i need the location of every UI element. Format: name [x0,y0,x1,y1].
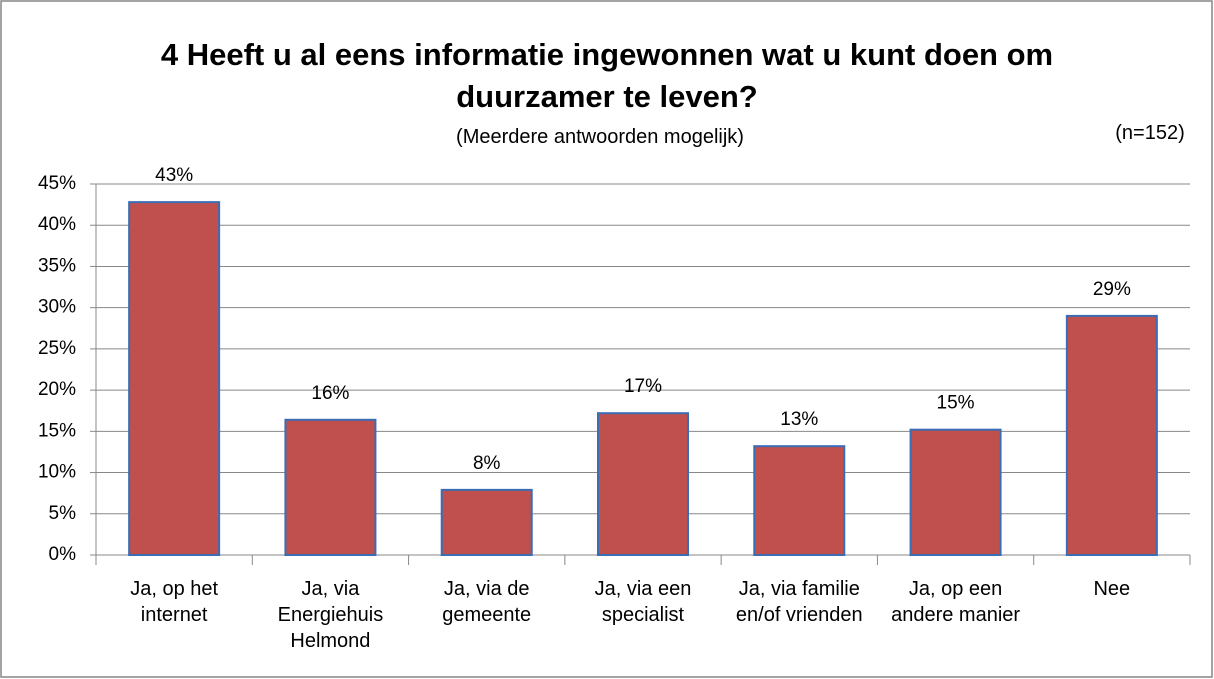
x-tick-label: Ja, via familie en/of vrienden [735,578,863,626]
bar [440,488,533,557]
bar [128,201,221,556]
y-tick-label: 30% [38,297,76,318]
x-tick-label: Ja, via een specialist [594,578,692,626]
x-tick-label: Ja, via de gemeente [442,578,532,626]
data-label: 17% [624,376,662,397]
x-tick-label: Ja, via Energiehuis Helmond [277,578,384,652]
y-tick-label: 25% [38,338,76,359]
data-label: 15% [937,393,975,414]
y-tick-label: 15% [38,420,76,441]
bar [753,445,846,557]
y-tick-label: 5% [49,503,77,524]
y-tick-label: 35% [38,255,76,276]
bar [909,428,1002,556]
chart-subtitle: (Meerdere antwoorden mogelijk) [456,126,744,148]
data-label: 8% [473,453,501,474]
y-tick-label: 10% [38,462,76,483]
y-tick-label: 40% [38,214,76,235]
x-tick-label: Ja, op een andere manier [891,578,1021,626]
data-label: 29% [1093,279,1131,300]
bar [597,412,689,556]
sample-size: (n=152) [1115,122,1185,144]
data-label: 16% [311,383,349,404]
bar [284,418,377,556]
x-tick-label: Ja, op het internet [130,578,219,626]
bar [1065,314,1158,556]
y-tick-label: 0% [49,544,77,565]
data-label: 13% [780,409,818,430]
chart-title: 4 Heeft u al eens informatie ingewonnen … [160,37,1054,114]
y-tick-label: 45% [38,173,76,194]
data-label: 43% [155,165,193,186]
x-tick-label: Nee [1093,578,1131,600]
y-tick-label: 20% [38,379,76,400]
